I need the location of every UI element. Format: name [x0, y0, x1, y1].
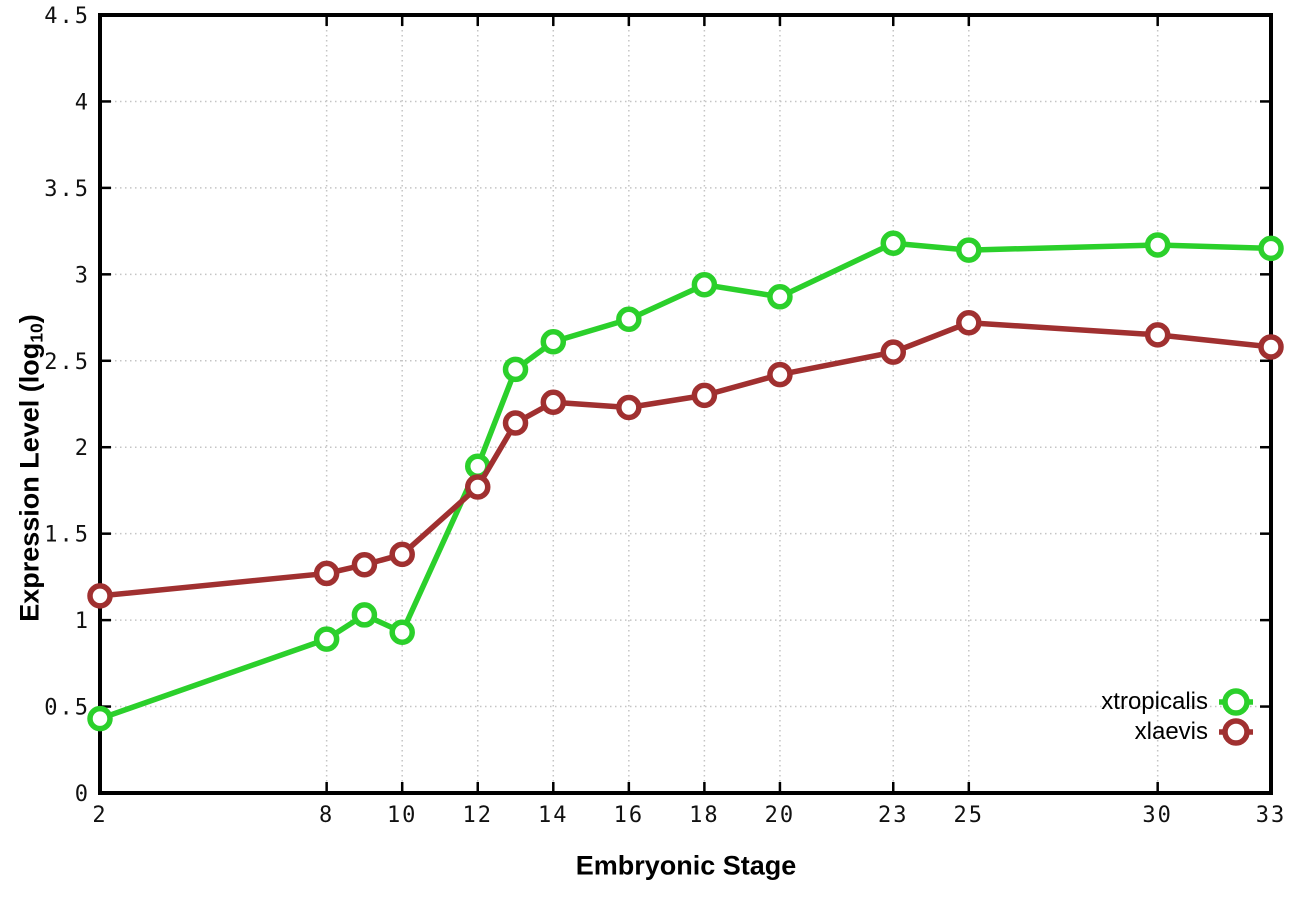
data-point-xlaevis-stage-18: [691, 382, 718, 409]
x-tick-label: 16: [614, 803, 645, 828]
y-axis-title: Expression Level (log10): [14, 314, 47, 622]
series-line-xtropicalis: [97, 240, 1274, 722]
x-tick-label: 2: [92, 803, 107, 828]
data-point-xlaevis-stage-13: [502, 410, 529, 436]
data-point-xtropicalis-stage-14: [540, 329, 567, 355]
data-point-xtropicalis-stage-13: [502, 356, 529, 383]
data-point-xlaevis-stage-30: [1144, 322, 1171, 348]
x-tick-label: 12: [462, 803, 493, 828]
line-circle-marker-icon: [1219, 688, 1253, 716]
y-tick-label: 1.5: [44, 523, 90, 548]
data-point-xtropicalis-stage-16: [616, 306, 642, 333]
data-point-xtropicalis-stage-25: [956, 237, 982, 263]
legend: xtropicalis xlaevis: [1101, 687, 1254, 747]
data-point-xtropicalis-stage-30: [1144, 232, 1171, 258]
legend-label-xlaevis: xlaevis: [1134, 718, 1208, 745]
data-point-xtropicalis-stage-23: [880, 230, 907, 256]
data-point-xlaevis-stage-12: [464, 474, 491, 500]
x-tick-label: 18: [689, 803, 720, 828]
y-tick-label: 0.5: [44, 696, 90, 721]
legend-label-xtropicalis: xtropicalis: [1101, 688, 1208, 715]
data-point-xlaevis-stage-33: [1258, 334, 1284, 360]
data-point-xlaevis-stage-2: [87, 583, 113, 609]
data-point-xlaevis-stage-8: [313, 560, 340, 587]
x-tick-label: 23: [878, 803, 909, 828]
series-line-xlaevis: [97, 319, 1274, 599]
data-point-xtropicalis-stage-20: [767, 284, 793, 310]
x-tick-label: 14: [538, 803, 569, 828]
data-point-xtropicalis-stage-8: [313, 626, 340, 652]
y-tick-label: 0: [75, 782, 90, 807]
y-tick-label: 3.5: [44, 177, 90, 202]
data-point-xtropicalis-stage-9: [351, 602, 378, 628]
y-tick-label: 2.5: [44, 350, 90, 375]
x-tick-label: 33: [1256, 803, 1287, 828]
x-tick-label: 30: [1142, 803, 1173, 828]
y-axis-title-subscript: 10: [26, 323, 47, 343]
y-tick-label: 3: [75, 263, 90, 288]
data-point-xlaevis-stage-9: [351, 552, 378, 578]
data-point-xlaevis-stage-14: [540, 389, 567, 416]
x-tick-label: 25: [954, 803, 985, 828]
legend-item-xlaevis: xlaevis: [1101, 717, 1254, 747]
y-tick-label: 4: [75, 90, 90, 115]
data-point-xlaevis-stage-25: [956, 309, 982, 336]
data-point-xtropicalis-stage-2: [87, 705, 113, 732]
y-axis-title-main: Expression Level (log: [14, 342, 45, 622]
x-tick-label: 20: [765, 803, 796, 828]
x-tick-label: 10: [387, 803, 418, 828]
x-tick-label: 8: [319, 803, 334, 828]
data-point-xtropicalis-stage-18: [691, 271, 718, 298]
y-tick-label: 1: [75, 609, 90, 634]
legend-item-xtropicalis: xtropicalis: [1101, 687, 1254, 717]
data-point-xlaevis-stage-23: [880, 339, 907, 365]
data-point-xlaevis-stage-16: [616, 394, 642, 421]
line-circle-marker-icon: [1219, 718, 1253, 746]
data-point-xtropicalis-stage-33: [1258, 235, 1284, 262]
data-point-xlaevis-stage-20: [767, 361, 793, 388]
x-axis-title: Embryonic Stage: [575, 850, 797, 881]
plot-border: [98, 13, 1273, 795]
y-tick-label: 2: [75, 436, 90, 461]
y-tick-label: 4.5: [44, 4, 90, 29]
data-point-xlaevis-stage-10: [389, 541, 415, 568]
data-point-xtropicalis-stage-10: [389, 619, 415, 645]
